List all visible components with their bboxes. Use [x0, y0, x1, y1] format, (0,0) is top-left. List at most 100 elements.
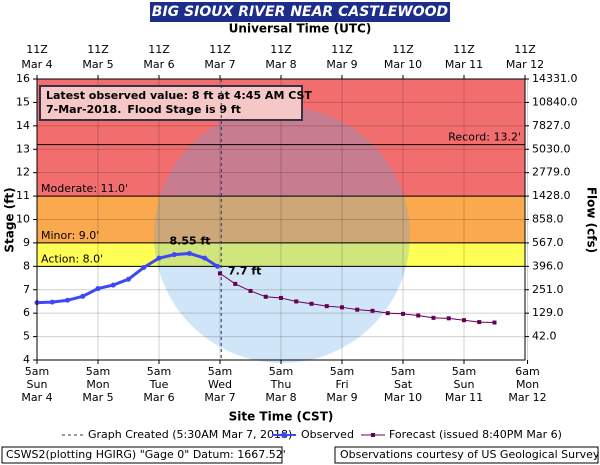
title-bar: [150, 2, 450, 22]
x-axis-label: Site Time (CST): [229, 410, 334, 424]
top-tick-date: Mar 5: [82, 58, 113, 71]
y-tick-label: 16: [16, 72, 30, 85]
y-tick-label: 10: [16, 213, 30, 226]
flood-label: Record: 13.2': [448, 131, 521, 144]
forecast-point: [248, 288, 253, 293]
x-tick-date: Mar 9: [326, 391, 357, 404]
footer-right: Observations courtesy of US Geological S…: [340, 448, 600, 461]
x-tick-day: Thu: [270, 378, 292, 391]
observed-point: [141, 265, 147, 271]
y2-axis-label: Flow (cfs): [585, 187, 599, 253]
forecast-point: [309, 301, 314, 306]
forecast-point: [279, 295, 283, 300]
flood-band: [37, 196, 525, 243]
x-tick-date: Mar 11: [445, 391, 483, 404]
y2-tick-label: 7827.0: [532, 119, 571, 132]
x-tick-date: Mar 7: [204, 391, 235, 404]
y-tick-label: 7: [23, 283, 30, 296]
x-tick-day: Fri: [335, 378, 348, 391]
x-tick-day: Sun: [454, 378, 475, 391]
y2-tick-label: 10840.0: [532, 95, 578, 108]
plot-frame: [36, 78, 526, 361]
observed-point: [49, 299, 55, 305]
top-tick-time: 11Z: [87, 43, 109, 56]
watermark: [154, 107, 410, 363]
top-tick-time: 11Z: [514, 43, 536, 56]
x-tick-time: 5am: [391, 365, 415, 378]
info-line1: Latest observed value: 8 ft at 4:45 AM C…: [46, 89, 312, 102]
forecast-point: [340, 305, 344, 310]
legend-observed-marker: [281, 432, 287, 438]
x-tick-day: Sun: [27, 378, 48, 391]
top-tick-date: Mar 12: [506, 58, 544, 71]
x-tick-date: Mar 10: [384, 391, 422, 404]
observed-point: [95, 286, 101, 292]
y-tick-label: 11: [16, 189, 30, 202]
forecast-point: [446, 316, 451, 321]
y2-tick-label: 2779.0: [532, 166, 571, 179]
forecast-point: [431, 315, 436, 320]
y-tick-label: 6: [23, 306, 30, 319]
y2-tick-label: 1428.0: [532, 189, 571, 202]
top-tick-date: Mar 7: [204, 58, 235, 71]
observed-point: [110, 282, 116, 288]
forecast-point: [218, 271, 222, 276]
y-axis-label: Stage (ft): [3, 187, 17, 252]
flood-label: Minor: 9.0': [41, 229, 99, 242]
top-tick-time: 11Z: [148, 43, 170, 56]
info-line2b: Flood Stage is 9 ft: [127, 103, 241, 116]
observed-point: [156, 255, 162, 261]
x-tick-day: Wed: [208, 378, 232, 391]
observed-point: [65, 297, 70, 303]
x-tick-time: 5am: [86, 365, 110, 378]
forecast-point: [385, 311, 390, 316]
forecast-point: [233, 281, 238, 286]
top-tick-time: 11Z: [270, 43, 292, 56]
top-tick-date: Mar 11: [445, 58, 483, 71]
x-tick-time: 5am: [269, 365, 293, 378]
observed-point: [126, 276, 131, 282]
top-tick-time: 11Z: [26, 43, 48, 56]
y-tick-label: 9: [23, 236, 30, 249]
forecast-point: [477, 320, 482, 325]
legend-forecast: Forecast (issued 8:40PM Mar 6): [389, 428, 562, 441]
flood-label: Moderate: 11.0': [41, 182, 128, 195]
forecast-point: [324, 304, 329, 309]
forecast-point: [355, 307, 360, 312]
x-tick-day: Sat: [394, 378, 413, 391]
top-tick-date: Mar 8: [265, 58, 296, 71]
x-tick-date: Mar 5: [82, 391, 113, 404]
y2-tick-label: 567.0: [532, 236, 564, 249]
x-tick-day: Mon: [86, 378, 109, 391]
info-line2a: 7-Mar-2018.: [46, 103, 121, 116]
x-tick-time: 5am: [452, 365, 476, 378]
observed-point: [187, 250, 192, 256]
y2-tick-label: 42.0: [532, 330, 557, 343]
forecast-point: [416, 313, 421, 318]
legend-forecast-marker: [371, 433, 375, 437]
x-tick-time: 5am: [25, 365, 49, 378]
top-tick-time: 11Z: [209, 43, 231, 56]
footer-left-box: [1, 446, 283, 464]
top-axis-label: Universal Time (UTC): [229, 22, 372, 36]
legend: Graph Created (5:30AM Mar 7, 2018) Obser…: [62, 428, 562, 441]
top-tick-time: 11Z: [392, 43, 414, 56]
x-tick-date: Mar 12: [508, 391, 546, 404]
forecast-point: [401, 311, 405, 316]
y-tick-label: 13: [16, 142, 30, 155]
x-tick-date: Mar 6: [143, 391, 174, 404]
observed-point: [171, 252, 177, 258]
info-box: [39, 85, 303, 121]
x-tick-day: Mon: [516, 378, 539, 391]
x-tick-day: Tue: [149, 378, 169, 391]
y-tick-label: 4: [23, 353, 30, 366]
y-tick-label: 12: [16, 166, 30, 179]
chart-title: BIG SIOUX RIVER NEAR CASTLEWOOD: [152, 4, 448, 20]
top-tick-date: Mar 10: [384, 58, 422, 71]
annotation: 8.55 ft: [170, 234, 211, 247]
y-tick-label: 15: [16, 95, 30, 108]
forecast-point: [370, 308, 375, 313]
y2-tick-label: 251.0: [532, 283, 564, 296]
y2-tick-label: 129.0: [532, 306, 564, 319]
x-tick-date: Mar 4: [21, 391, 52, 404]
